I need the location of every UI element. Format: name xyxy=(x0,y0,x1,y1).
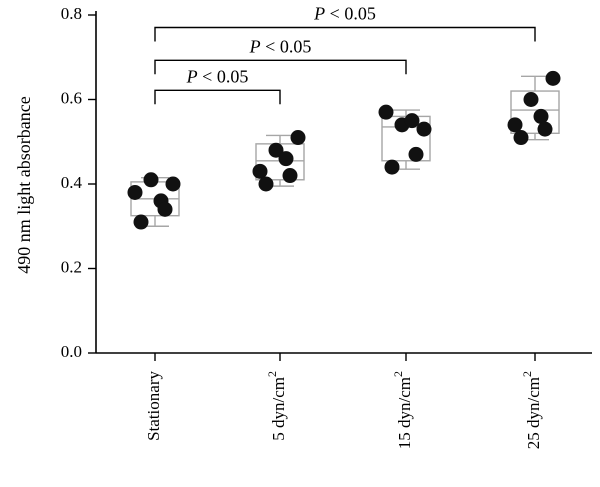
x-tick-label: 5 dyn/cm2 xyxy=(265,371,288,441)
significance-label: P < 0.05 xyxy=(313,4,376,24)
significance-bracket: P < 0.05 xyxy=(154,66,281,105)
data-point xyxy=(165,176,181,192)
data-point xyxy=(533,108,549,124)
bracket-line xyxy=(154,26,536,42)
data-point xyxy=(278,151,294,167)
x-tick-label: 25 dyn/cm2 xyxy=(520,371,543,449)
data-point xyxy=(133,214,149,230)
significance-label: P < 0.05 xyxy=(249,36,312,56)
data-point xyxy=(143,172,159,188)
bracket-line xyxy=(154,89,281,105)
y-tick-label: 0.2 xyxy=(61,257,82,276)
data-point xyxy=(127,184,143,200)
data-point xyxy=(404,113,420,129)
box xyxy=(510,90,560,135)
data-point xyxy=(384,159,400,175)
data-point xyxy=(157,201,173,217)
y-tick-label: 0.8 xyxy=(61,4,82,23)
data-point xyxy=(537,121,553,137)
y-tick-label: 0.4 xyxy=(61,173,83,192)
data-point xyxy=(268,142,284,158)
data-point xyxy=(282,168,298,184)
data-points xyxy=(127,70,561,230)
data-point xyxy=(513,130,529,146)
x-tick-label: Stationary xyxy=(144,371,163,441)
data-point xyxy=(258,176,274,192)
x-tick-label: 15 dyn/cm2 xyxy=(391,371,414,449)
data-point xyxy=(378,104,394,120)
data-point xyxy=(408,146,424,162)
y-tick-label: 0.0 xyxy=(61,342,82,361)
data-point xyxy=(416,121,432,137)
data-point xyxy=(523,92,539,107)
data-point xyxy=(290,130,306,146)
significance-bracket: P < 0.05 xyxy=(154,36,407,75)
significance-bracket: P < 0.05 xyxy=(154,4,536,42)
y-axis-label: 490 nm light absorbance xyxy=(14,96,34,273)
significance-brackets: P < 0.05P < 0.05P < 0.05 xyxy=(154,4,536,105)
y-tick-label: 0.6 xyxy=(61,88,82,107)
box-plots xyxy=(130,75,560,227)
significance-label: P < 0.05 xyxy=(186,66,249,86)
bracket-line xyxy=(154,59,407,75)
data-point xyxy=(545,70,561,86)
data-point xyxy=(507,117,523,133)
data-point xyxy=(252,163,268,179)
axes: 0.0 0.2 0.4 0.6 0.8 Stationary 5 dyn/cm2 15 dyn… xyxy=(61,4,592,449)
